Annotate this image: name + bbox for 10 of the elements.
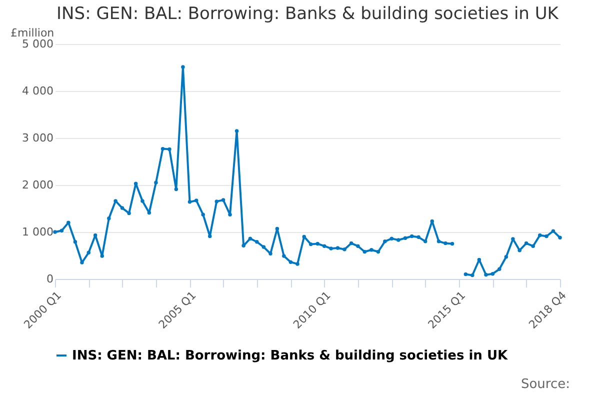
y-tick-label: 5 000: [22, 38, 54, 50]
legend-label: INS: GEN: BAL: Borrowing: Banks & building societies in UK: [72, 348, 508, 364]
y-tick-label: 4 000: [22, 84, 54, 98]
y-tick-label: 1 000: [22, 226, 54, 238]
chart-title: INS: GEN: BAL: Borrowing: Banks & building societies in UK: [56, 4, 560, 24]
y-tick-label: 3 000: [22, 132, 54, 144]
y-axis-title: £million: [10, 26, 54, 40]
y-tick-label: 2 000: [22, 178, 54, 192]
source-note: Source:: [520, 377, 570, 392]
y-tick-label: 0: [46, 272, 54, 286]
